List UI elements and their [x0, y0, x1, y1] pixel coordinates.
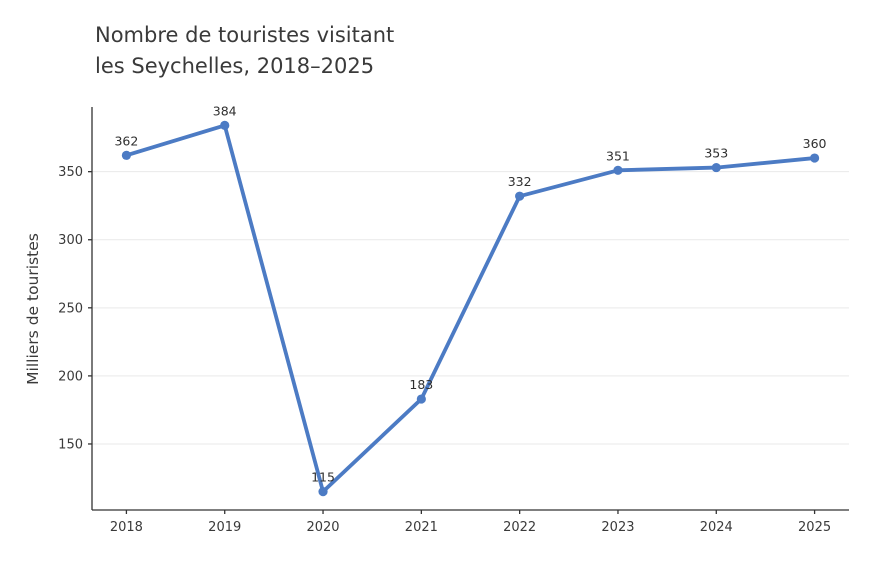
- x-tick-label: 2024: [700, 520, 733, 535]
- data-point-marker: [121, 150, 132, 160]
- x-tick-label: 2022: [503, 520, 536, 535]
- data-point-label: 332: [508, 174, 532, 189]
- x-tick-label: 2019: [208, 520, 241, 535]
- x-tick-label: 2025: [798, 520, 831, 535]
- data-point-marker: [318, 487, 328, 497]
- data-point-label: 384: [213, 103, 237, 118]
- data-point-marker: [416, 394, 426, 404]
- chart-title-line1: Nombre de touristes visitant: [95, 23, 395, 47]
- data-point-label: 362: [114, 133, 138, 148]
- data-point-label: 353: [704, 146, 728, 161]
- data-series-line: [124, 123, 817, 494]
- y-tick-label: 250: [58, 301, 83, 316]
- x-tick-label: 2021: [405, 520, 438, 535]
- y-tick-label: 350: [58, 165, 83, 180]
- y-tick-label: 150: [58, 437, 83, 452]
- chart-title: Nombre de touristes visitant les Seychel…: [95, 20, 394, 82]
- data-point-marker: [711, 162, 721, 173]
- data-point-marker: [515, 191, 525, 201]
- y-tick-label: 200: [58, 369, 83, 384]
- data-point-label: 115: [311, 470, 335, 485]
- data-point-marker: [220, 120, 230, 130]
- y-tick-label: 300: [58, 233, 83, 248]
- data-point-label: 183: [409, 377, 433, 392]
- data-point-label: 351: [606, 148, 630, 163]
- x-tick-label: 2020: [306, 520, 339, 535]
- data-point-label: 360: [803, 136, 827, 151]
- data-point-marker: [809, 153, 820, 163]
- x-tick-label: 2023: [601, 520, 634, 535]
- chart-title-line2: les Seychelles, 2018–2025: [95, 54, 375, 78]
- x-tick-label: 2018: [110, 520, 143, 535]
- data-point-marker: [613, 165, 623, 175]
